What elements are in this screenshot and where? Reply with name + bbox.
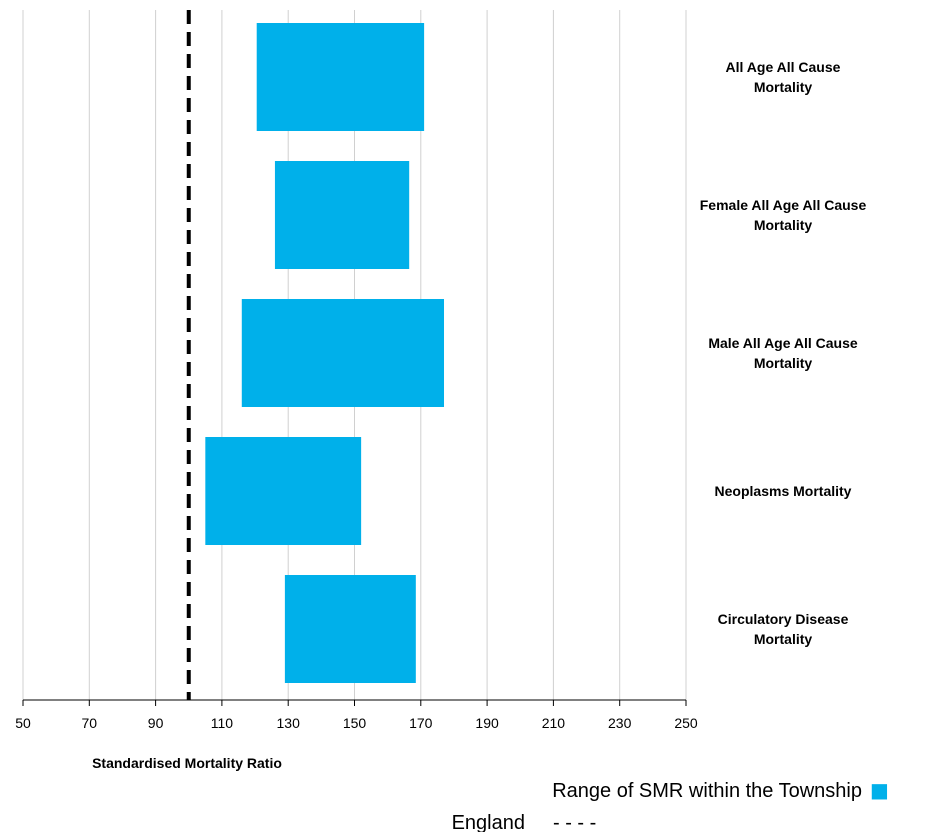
- x-tick-label: 170: [409, 715, 433, 731]
- x-tick-label: 70: [82, 715, 98, 731]
- x-tick-label: 110: [211, 715, 234, 731]
- legend-series-label: Range of SMR within the Township: [552, 780, 862, 802]
- range-bar: [284, 575, 416, 683]
- x-tick-label: 50: [15, 715, 31, 731]
- x-axis-title: Standardised Mortality Ratio: [92, 755, 282, 771]
- category-label: Neoplasms Mortality: [715, 483, 852, 499]
- category-label: Mortality: [754, 355, 813, 371]
- range-bar: [205, 437, 362, 545]
- x-tick-label: 210: [542, 715, 566, 731]
- x-tick-label: 90: [148, 715, 164, 731]
- category-labels: All Age All Cause Mortality Female All Age…: [700, 59, 867, 647]
- category-label: Mortality: [754, 79, 813, 95]
- x-tick-label: 230: [608, 715, 632, 731]
- legend: Range of SMR within the Township ■ Engla…: [452, 778, 889, 832]
- range-bar: [241, 299, 445, 407]
- x-tick-label: 250: [674, 715, 698, 731]
- x-tick-label: 190: [475, 715, 499, 731]
- legend-series-marker: ■: [870, 778, 889, 802]
- x-axis: 50 70 90 110 130 150 170 190 210 230 250: [15, 10, 698, 731]
- category-label: Mortality: [754, 631, 813, 647]
- category-label: Male All Age All Cause: [708, 335, 858, 351]
- legend-england-label: England: [452, 812, 525, 832]
- legend-england-marker: - - - -: [553, 812, 596, 832]
- category-label: Circulatory Disease: [718, 611, 849, 627]
- x-tick-label: 150: [343, 715, 367, 731]
- x-tick-label: 130: [277, 715, 301, 731]
- range-bar: [274, 161, 410, 269]
- category-label: All Age All Cause: [726, 59, 841, 75]
- category-label: Mortality: [754, 217, 813, 233]
- range-bars: [205, 23, 445, 683]
- category-label: Female All Age All Cause: [700, 197, 867, 213]
- range-bar: [256, 23, 425, 131]
